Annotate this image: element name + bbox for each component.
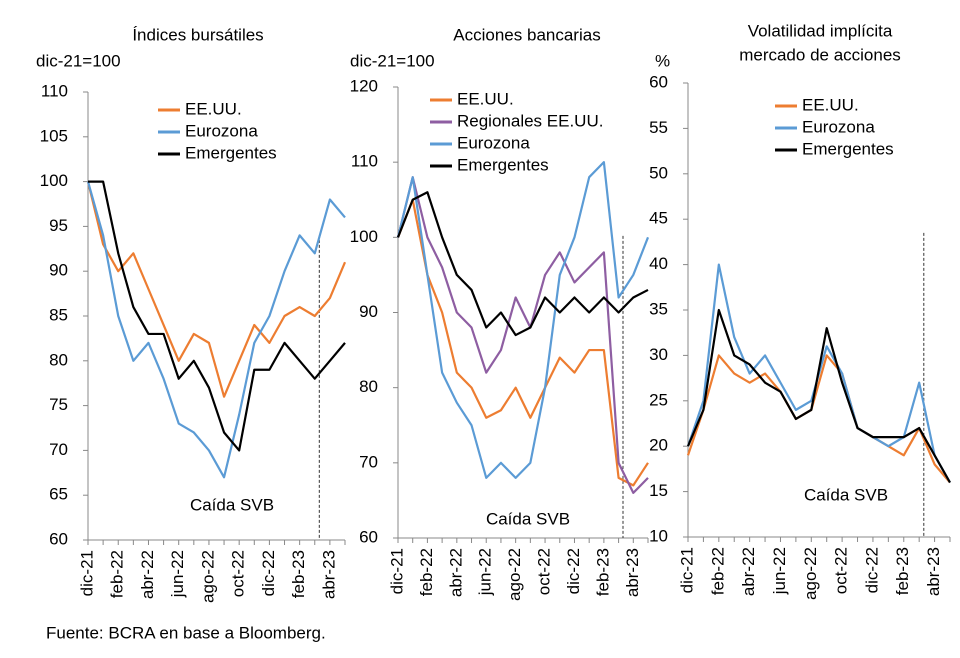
x-tick-label: feb-22	[108, 550, 127, 598]
legend-label: Eurozona	[802, 117, 875, 136]
y-tick-label: 65	[49, 485, 68, 504]
y-tick-label: 60	[649, 72, 668, 91]
series-line	[86, 181, 346, 479]
y-tick-label: 80	[359, 377, 378, 396]
series-line	[396, 161, 650, 479]
x-tick-label: abr-23	[924, 547, 943, 596]
y-tick-label: 10	[649, 526, 668, 545]
x-tick-label: dic-22	[259, 550, 278, 596]
y-tick-label: 100	[40, 171, 68, 190]
y-tick-label: 100	[350, 227, 378, 246]
x-tick-label: oct-22	[229, 550, 248, 597]
y-tick-label: 15	[649, 481, 668, 500]
x-tick-label: feb-22	[708, 547, 727, 595]
y-tick-label: 30	[649, 345, 668, 364]
legend-label: EE.UU.	[185, 99, 242, 118]
x-tick-label: jun-22	[168, 550, 187, 598]
legend-label: Regionales EE.UU.	[457, 111, 603, 130]
x-tick-label: feb-23	[893, 547, 912, 595]
x-tick-label: ago-22	[198, 550, 217, 603]
x-tick-label: feb-23	[289, 550, 308, 598]
legend-label: EE.UU.	[802, 95, 859, 114]
y-tick-label: 90	[359, 302, 378, 321]
source-note: Fuente: BCRA en base a Bloomberg.	[46, 623, 326, 642]
legend-label: Emergentes	[185, 143, 277, 162]
y-tick-label: 50	[649, 163, 668, 182]
x-tick-label: dic-22	[564, 548, 583, 594]
legend-label: Eurozona	[457, 133, 530, 152]
legend-label: Emergentes	[802, 139, 894, 158]
y-tick-label: 80	[49, 350, 68, 369]
y-tick-label: 105	[40, 126, 68, 145]
y-tick-label: 40	[649, 254, 668, 273]
x-tick-label: ago-22	[505, 548, 524, 601]
y-tick-label: 85	[49, 305, 68, 324]
x-tick-label: oct-22	[832, 547, 851, 594]
chart-title: mercado de acciones	[739, 45, 901, 64]
y-tick-label: 75	[49, 395, 68, 414]
x-tick-label: abr-23	[623, 548, 642, 597]
y-tick-label: 35	[649, 299, 668, 318]
y-tick-label: 95	[49, 216, 68, 235]
y-tick-label: 70	[359, 452, 378, 471]
y-tick-label: 25	[649, 390, 668, 409]
x-tick-label: dic-21	[387, 548, 406, 594]
legend-label: EE.UU.	[457, 89, 514, 108]
x-tick-label: feb-23	[593, 548, 612, 596]
chart-title: Acciones bancarias	[453, 25, 600, 44]
x-tick-label: oct-22	[535, 548, 554, 595]
series-line	[86, 181, 347, 398]
y-tick-label: 90	[49, 261, 68, 280]
annotation: Caída SVB	[486, 509, 570, 528]
y-tick-label: 60	[49, 529, 68, 548]
series-line	[396, 191, 649, 337]
x-tick-label: abr-22	[138, 550, 157, 599]
x-tick-label: dic-21	[77, 550, 96, 596]
series-line	[396, 176, 649, 494]
x-tick-label: dic-22	[862, 547, 881, 593]
x-tick-label: abr-22	[739, 547, 758, 596]
y-axis-label: dic-21=100	[36, 51, 121, 70]
series-line	[396, 198, 649, 487]
y-axis-label: %	[655, 51, 670, 70]
series-line	[88, 180, 346, 452]
series-line	[686, 354, 951, 484]
legend-label: Emergentes	[457, 155, 549, 174]
x-tick-label: ago-22	[801, 547, 820, 600]
annotation: Caída SVB	[190, 495, 274, 514]
x-tick-label: abr-22	[446, 548, 465, 597]
y-tick-label: 45	[649, 209, 668, 228]
legend-label: Eurozona	[185, 121, 258, 140]
y-tick-label: 120	[350, 76, 378, 95]
y-tick-label: 55	[649, 118, 668, 137]
y-axis-label: dic-21=100	[350, 51, 435, 70]
chart-title: Volatilidad implícita	[748, 21, 893, 40]
series-line	[686, 308, 951, 484]
chart-title: Índices bursátiles	[132, 25, 263, 44]
y-tick-label: 20	[649, 436, 668, 455]
y-tick-label: 110	[351, 152, 378, 171]
x-tick-label: feb-22	[417, 548, 436, 596]
y-tick-label: 60	[359, 527, 378, 546]
x-tick-label: jun-22	[770, 547, 789, 595]
y-tick-label: 70	[49, 440, 68, 459]
annotation: Caída SVB	[804, 485, 888, 504]
x-tick-label: abr-23	[319, 550, 338, 599]
x-tick-label: jun-22	[476, 548, 495, 596]
y-tick-label: 110	[41, 81, 68, 100]
x-tick-label: dic-21	[677, 547, 696, 593]
